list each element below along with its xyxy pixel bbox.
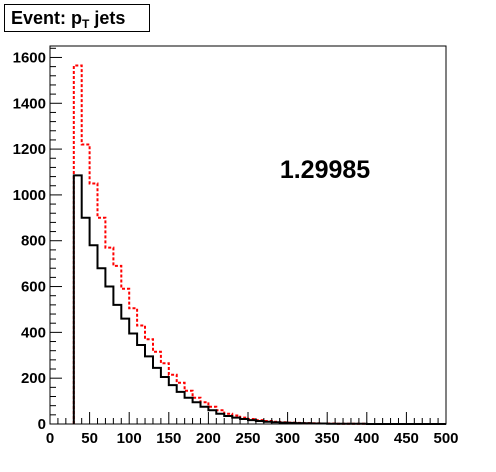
x-tick-label: 150 <box>156 430 181 447</box>
series-solid-line <box>72 174 446 425</box>
x-tick-label: 400 <box>354 430 379 447</box>
x-tick-label: 100 <box>117 430 142 447</box>
ratio-annotation: 1.29985 <box>280 156 370 184</box>
y-tick-label: 1200 <box>13 141 46 158</box>
x-tick-label: 250 <box>235 430 260 447</box>
y-tick-label: 800 <box>21 233 46 250</box>
y-tick-label: 400 <box>21 324 46 341</box>
y-tick-label: 1000 <box>13 187 46 204</box>
x-tick-label: 450 <box>394 430 419 447</box>
y-tick-label: 200 <box>21 370 46 387</box>
plot-frame <box>49 45 447 425</box>
x-tick-label: 200 <box>196 430 221 447</box>
title-prefix: Event: p <box>11 8 83 28</box>
x-tick-label: 50 <box>81 430 98 447</box>
x-tick-label: 350 <box>315 430 340 447</box>
chart-title: Event: pT jets <box>4 4 150 32</box>
y-tick-label: 0 <box>38 416 46 433</box>
y-tick-label: 1600 <box>13 49 46 66</box>
title-suffix: jets <box>89 8 126 28</box>
series-dashed-line <box>72 64 446 425</box>
x-tick-label: 300 <box>275 430 300 447</box>
y-tick-label: 600 <box>21 279 46 296</box>
x-tick-label: 500 <box>433 430 458 447</box>
title-subscript: T <box>82 17 90 31</box>
y-tick-label: 1400 <box>13 95 46 112</box>
x-tick-label: 0 <box>46 430 54 447</box>
